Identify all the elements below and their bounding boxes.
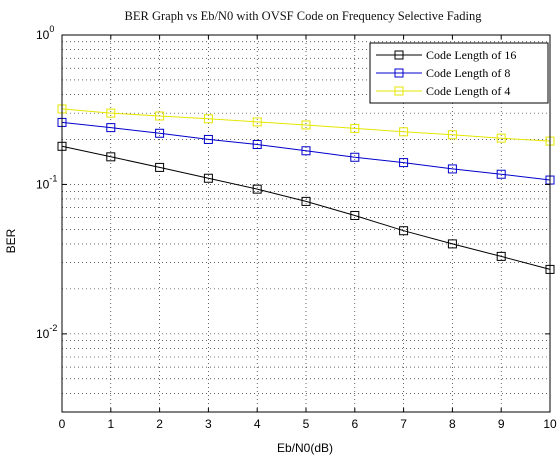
series-line (61, 121, 551, 181)
data-point (496, 251, 506, 261)
x-tick-label: 3 (205, 417, 212, 431)
legend-label: Code Length of 4 (426, 84, 510, 98)
legend-marker (394, 86, 404, 96)
x-tick-label: 0 (59, 417, 66, 431)
data-point (496, 133, 506, 143)
x-tick-label: 5 (303, 417, 310, 431)
data-point (301, 146, 311, 156)
x-tick-label: 1 (107, 417, 114, 431)
data-point (155, 128, 165, 138)
chart-title: BER Graph vs Eb/N0 with OVSF Code on Fre… (125, 9, 483, 23)
y-tick-label: 100 (36, 24, 54, 42)
x-tick-label: 8 (449, 417, 456, 431)
y-tick-label: 10-2 (36, 323, 57, 341)
x-tick-label: 7 (400, 417, 407, 431)
data-point (203, 173, 213, 183)
legend-marker (394, 50, 404, 60)
data-point (350, 210, 360, 220)
data-point (301, 120, 311, 130)
series-3 (57, 104, 555, 146)
data-point (203, 114, 213, 124)
x-tick-label: 4 (254, 417, 261, 431)
data-point (399, 226, 409, 236)
data-point (203, 134, 213, 144)
legend-label: Code Length of 16 (426, 48, 516, 62)
data-point (350, 152, 360, 162)
data-point (447, 239, 457, 249)
legend-item: Code Length of 8 (376, 66, 510, 80)
y-tick-label: 10-1 (36, 173, 57, 191)
series-1 (57, 141, 555, 274)
x-tick-label: 10 (543, 417, 557, 431)
data-point (496, 169, 506, 179)
series-line (61, 108, 551, 142)
data-point (399, 158, 409, 168)
legend-item: Code Length of 4 (376, 84, 510, 98)
data-point (106, 108, 116, 118)
data-point (252, 117, 262, 127)
data-point (350, 123, 360, 133)
data-point (301, 196, 311, 206)
legend: Code Length of 16 Code Length of 8 Code Le… (369, 42, 549, 104)
data-point (252, 140, 262, 150)
data-point (447, 164, 457, 174)
grid (62, 35, 550, 412)
series-layer (57, 104, 555, 274)
y-axis-label: BER (4, 228, 18, 253)
legend-label: Code Length of 8 (426, 66, 510, 80)
series-2 (57, 117, 555, 185)
data-point (106, 123, 116, 133)
data-point (155, 111, 165, 121)
legend-marker (394, 68, 404, 78)
series-line (61, 145, 551, 270)
x-axis-label: Eb/N0(dB) (277, 441, 333, 455)
x-tick-label: 9 (498, 417, 505, 431)
x-tick-label: 2 (156, 417, 163, 431)
x-tick-label: 6 (351, 417, 358, 431)
data-point (399, 127, 409, 137)
ticks: 0 1 2 3 4 5 6 7 8 9 10 100 10-1 10-2 (36, 24, 557, 431)
data-point (252, 184, 262, 194)
legend-item: Code Length of 16 (376, 48, 516, 62)
data-point (106, 152, 116, 162)
data-point (447, 130, 457, 140)
data-point (155, 162, 165, 172)
